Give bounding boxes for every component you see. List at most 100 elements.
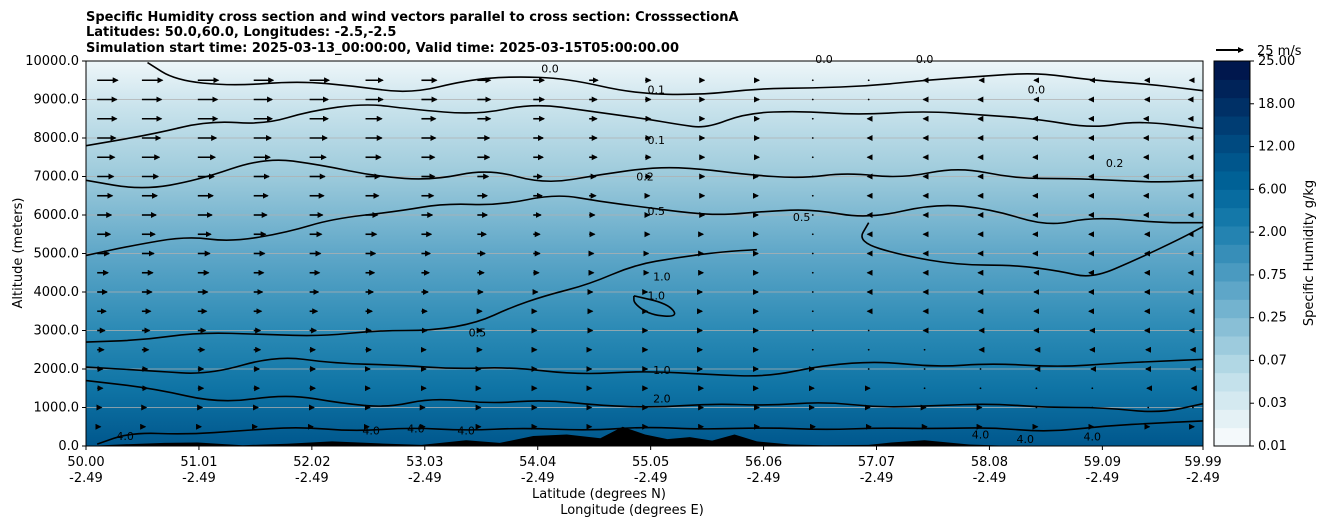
contour-label: 4.0 <box>457 424 475 437</box>
wind-vector <box>867 329 870 332</box>
x-tick-label-lat: 54.04 <box>519 455 556 470</box>
x-tick-label-lat: 51.01 <box>180 455 217 470</box>
colorbar-band <box>1214 152 1250 172</box>
x-tick-label-lon: -2.49 <box>1186 471 1220 486</box>
contour-label: 0.5 <box>647 205 665 218</box>
wind-vector <box>811 310 814 313</box>
colorbar-band <box>1214 336 1250 355</box>
contour-label: 0.0 <box>1028 84 1046 97</box>
y-tick-label: 7000.0 <box>34 170 80 185</box>
contour-label: 0.5 <box>469 326 487 339</box>
wind-vector <box>923 387 926 390</box>
colorbar-tick-label: 0.25 <box>1258 311 1287 326</box>
colorbar-frame <box>1213 60 1251 447</box>
contour-label: 4.0 <box>407 423 425 436</box>
chart-title-line-3: Simulation start time: 2025-03-13_00:00:… <box>86 41 679 56</box>
chart-title-line-1: Specific Humidity cross section and wind… <box>86 10 739 25</box>
wind-vectors <box>95 77 1197 430</box>
wind-vector <box>867 98 870 101</box>
contour-line-0-5 <box>86 195 1203 257</box>
x-tick-label-lon: -2.49 <box>182 471 216 486</box>
wind-vector <box>811 175 814 178</box>
x-tick-label-lat: 59.09 <box>1084 455 1121 470</box>
wind-vector <box>811 98 814 101</box>
quiver-key-label: 25 m/s <box>1257 44 1302 59</box>
y-axis-ticks: 0.0 1000.0 2000.0 3000.0 4000.0 5000.0 6000.0 7… <box>25 54 86 454</box>
x-tick-label-lon: -2.49 <box>973 471 1007 486</box>
contour-line-2-0 <box>86 379 1203 413</box>
x-tick-label-lon: -2.49 <box>295 471 329 486</box>
colorbar-band <box>1214 134 1250 154</box>
x-tick-label-lon: -2.49 <box>634 471 668 486</box>
colorbar-band <box>1214 61 1250 80</box>
colorbar-band <box>1214 409 1250 429</box>
wind-vector <box>811 117 814 120</box>
x-tick-label-lat: 53.03 <box>406 455 443 470</box>
contour-line-0-1 <box>86 104 1203 147</box>
wind-vector <box>811 194 814 197</box>
contour-label: 2.0 <box>653 392 671 405</box>
colorbar-band <box>1214 79 1250 99</box>
colorbar-band <box>1214 244 1250 264</box>
y-axis-label: Altitude (meters) <box>11 198 26 309</box>
y-tick-label: 3000.0 <box>34 324 80 339</box>
colorbar-band <box>1214 207 1250 227</box>
contour-lines <box>86 61 1203 445</box>
x-tick-label-lat: 55.05 <box>632 455 669 470</box>
x-tick-label-lon: -2.49 <box>69 471 103 486</box>
y-tick-label: 9000.0 <box>34 93 80 108</box>
wind-vector <box>811 348 814 351</box>
colorbar-band <box>1214 116 1250 135</box>
contour-label: 0.0 <box>541 63 559 76</box>
y-tick-label: 10000.0 <box>25 54 79 69</box>
x-tick-label-lat: 52.02 <box>293 455 330 470</box>
wind-vector <box>811 233 814 236</box>
x-tick-label-lon: -2.49 <box>860 471 894 486</box>
colorbar-tick-label: 0.07 <box>1258 353 1287 368</box>
contour-label: 0.1 <box>647 84 665 97</box>
chart-title-line-2: Latitudes: 50.0,60.0, Longitudes: -2.5,-… <box>86 25 396 40</box>
wind-vector <box>979 368 982 370</box>
wind-vector <box>811 271 814 274</box>
wind-vector <box>811 329 814 332</box>
colorbar-band <box>1214 427 1250 447</box>
x-axis-label-longitude: Longitude (degrees E) <box>560 503 704 518</box>
contour-label: 4.0 <box>972 428 990 441</box>
x-tick-label-lon: -2.49 <box>521 471 555 486</box>
contour-label: 0.1 <box>647 134 665 147</box>
x-axis-ticks: 50.00-2.4951.01-2.4952.02-2.4953.03-2.49… <box>67 446 1222 486</box>
colorbar-band <box>1214 97 1250 117</box>
colorbar-ticks: 0.01 0.03 0.07 0.25 0.75 2.00 6.00 12.00 18.00 25… <box>1250 54 1295 454</box>
colorbar-band <box>1214 189 1250 209</box>
colorbar-band <box>1214 226 1250 245</box>
colorbar-tick-label: 0.75 <box>1258 268 1287 283</box>
contour-line-0-5 <box>86 248 757 343</box>
wind-vector <box>867 348 870 351</box>
wind-vector <box>1091 406 1094 409</box>
wind-vector <box>811 79 814 82</box>
contour-line-0-2 <box>86 159 1203 189</box>
x-tick-label-lon: -2.49 <box>408 471 442 486</box>
contour-label: 1.0 <box>647 290 665 303</box>
y-tick-label: 6000.0 <box>34 208 80 223</box>
x-tick-label-lat: 50.00 <box>67 455 104 470</box>
colorbar-band <box>1214 281 1250 300</box>
colorbar-band <box>1214 262 1250 282</box>
contour-label: 1.0 <box>653 364 671 377</box>
contour-labels: 0.0 0.0 0.0 0.0 0.1 0.1 0.2 0.2 0.5 0.5 0.5 1.0 1.0 1… <box>116 53 1123 446</box>
contour-label: 1.0 <box>653 270 671 283</box>
colorbar-band <box>1214 171 1250 190</box>
x-tick-label-lat: 59.99 <box>1184 455 1221 470</box>
contour-label: 0.0 <box>815 53 833 66</box>
wind-vector <box>1147 406 1150 409</box>
x-tick-label-lon: -2.49 <box>747 471 781 486</box>
wind-vector <box>811 156 814 159</box>
y-tick-label: 0.0 <box>58 439 79 454</box>
contour-label: 4.0 <box>1016 433 1034 446</box>
colorbar-tick-label: 12.00 <box>1258 140 1295 155</box>
wind-vector <box>1035 406 1038 409</box>
x-tick-label-lat: 56.06 <box>745 455 782 470</box>
colorbar-tick-label: 25.00 <box>1258 54 1295 69</box>
colorbar-band <box>1214 354 1250 374</box>
